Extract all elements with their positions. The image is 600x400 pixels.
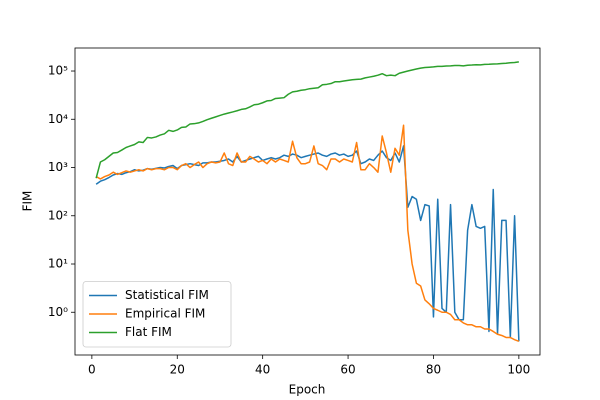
series-line bbox=[95, 61, 519, 179]
y-tick-label: 10⁰ bbox=[48, 305, 68, 319]
y-tick-label: 10⁵ bbox=[48, 64, 68, 78]
x-tick-label: 40 bbox=[255, 363, 270, 377]
x-tick-label: 60 bbox=[340, 363, 355, 377]
y-axis-label: FIM bbox=[21, 191, 35, 212]
series-line bbox=[95, 145, 520, 342]
legend-label: Empirical FIM bbox=[125, 307, 205, 321]
x-tick-label: 100 bbox=[507, 363, 530, 377]
legend-box bbox=[82, 281, 232, 348]
legend-label: Statistical FIM bbox=[125, 288, 209, 302]
x-tick-label: 20 bbox=[170, 363, 185, 377]
x-tick-label: 0 bbox=[88, 363, 96, 377]
x-tick-label: 80 bbox=[426, 363, 441, 377]
series-line bbox=[95, 124, 520, 343]
y-tick-label: 10¹ bbox=[48, 257, 68, 271]
axes-frame bbox=[74, 47, 541, 356]
y-tick-label: 10³ bbox=[48, 160, 68, 174]
y-tick-label: 10⁴ bbox=[48, 112, 68, 126]
legend-label: Flat FIM bbox=[125, 325, 172, 339]
x-axis-label: Epoch bbox=[289, 383, 326, 397]
y-tick-label: 10² bbox=[48, 208, 68, 222]
